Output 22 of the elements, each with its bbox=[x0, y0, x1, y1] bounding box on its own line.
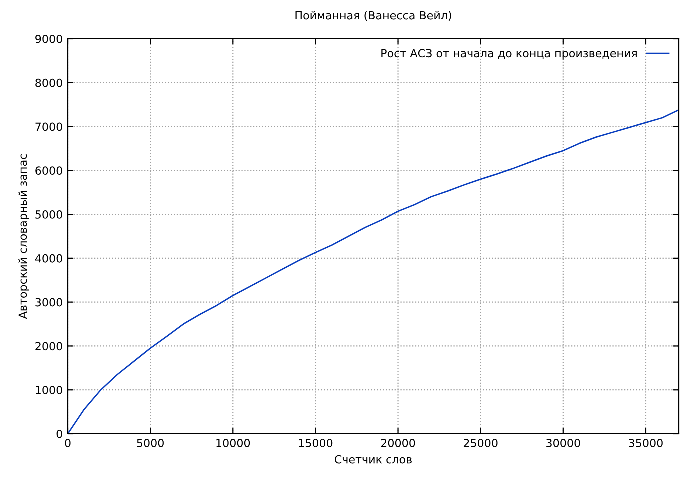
y-tick-label: 1000 bbox=[36, 386, 62, 394]
y-tick-label: 9000 bbox=[36, 34, 62, 44]
x-tick-label: 0 bbox=[65, 439, 71, 448]
x-tick-label: 30000 bbox=[546, 439, 580, 448]
y-tick-label: 0 bbox=[56, 430, 62, 438]
x-tick-label: 20000 bbox=[381, 439, 416, 448]
x-axis-title: Счетчик слов bbox=[335, 455, 412, 464]
x-tick-label: 5000 bbox=[137, 439, 164, 448]
y-tick-label: 6000 bbox=[36, 166, 62, 176]
chart-title: Пойманная (Ванесса Вейл) bbox=[296, 11, 452, 22]
x-tick-label: 10000 bbox=[216, 439, 250, 448]
y-axis-title: Авторский словарный запас bbox=[18, 154, 30, 320]
legend-label: Рост АСЗ от начала до конца произведения bbox=[382, 49, 637, 60]
y-tick-label: 3000 bbox=[36, 298, 62, 307]
x-tick-label: 35000 bbox=[629, 439, 663, 448]
y-tick-label: 2000 bbox=[36, 342, 62, 351]
y-tick-label: 4000 bbox=[35, 254, 62, 263]
x-tick-label: 15000 bbox=[299, 439, 333, 448]
x-tick-label: 25000 bbox=[464, 439, 498, 448]
y-tick-label: 8000 bbox=[36, 78, 62, 88]
y-tick-label: 7000 bbox=[36, 122, 62, 132]
y-tick-label: 5000 bbox=[36, 210, 62, 219]
